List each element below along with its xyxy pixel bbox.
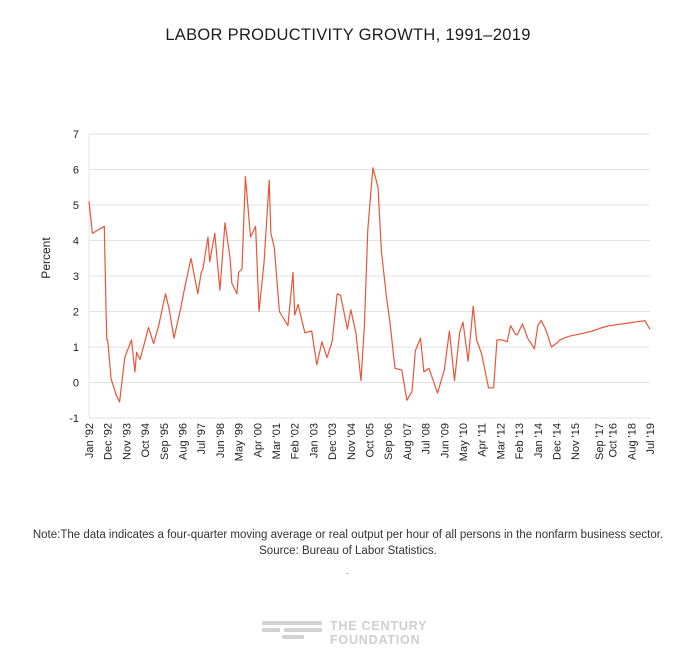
y-tick-label: 3 xyxy=(73,271,79,283)
x-tick-label: May '10 xyxy=(458,423,470,461)
y-tick-label: 7 xyxy=(73,129,79,141)
y-tick-label: 0 xyxy=(73,378,79,390)
x-tick-labels: Jan '92 Dec '92 Nov '93 Oct '94 Sep '95 Aug '… xyxy=(84,423,657,461)
x-tick-label: Nov '04 xyxy=(346,423,358,460)
y-tick-label: 5 xyxy=(73,200,79,212)
x-tick-label: Jun '09 xyxy=(439,423,451,458)
x-tick: Oct '94 xyxy=(140,423,152,458)
x-tick-label: Feb '02 xyxy=(290,423,302,459)
logo-mark xyxy=(262,621,322,645)
x-tick: Jan '14 xyxy=(533,423,545,458)
stray-dot: . xyxy=(346,566,349,576)
source-text: Source: Bureau of Labor Statistics. xyxy=(259,545,437,557)
x-tick: Sep '06 xyxy=(383,423,395,460)
x-tick-label: Jan '92 xyxy=(84,423,96,458)
x-tick: Dec '03 xyxy=(327,423,339,460)
x-tick-label: Oct '94 xyxy=(140,423,152,458)
x-tick-label: Nov '93 xyxy=(121,423,133,460)
chart-note: Note:The data indicates a four-quarter m… xyxy=(0,527,696,559)
x-tick: Oct '05 xyxy=(365,423,377,458)
x-tick: Jul '19 xyxy=(645,423,657,454)
x-tick-label: Dec '92 xyxy=(103,423,115,460)
x-tick: Feb '02 xyxy=(290,423,302,459)
x-tick: Apr '00 xyxy=(252,423,264,458)
x-tick-label: Jan '14 xyxy=(533,423,545,458)
y-axis-label: Percent xyxy=(39,237,53,279)
x-tick: Jun '98 xyxy=(215,423,227,458)
x-tick-label: Dec '03 xyxy=(327,423,339,460)
x-tick-label: Aug '96 xyxy=(178,423,190,460)
x-tick: Feb '13 xyxy=(514,423,526,459)
x-tick: Jul '08 xyxy=(421,423,433,454)
x-tick-label: May '99 xyxy=(234,423,246,461)
x-tick-label: Mar '01 xyxy=(271,423,283,459)
logo-wordmark: THE CENTURY FOUNDATION xyxy=(330,619,427,647)
x-tick: Jan '03 xyxy=(308,423,320,458)
x-tick: Mar '12 xyxy=(495,423,507,459)
x-tick-label: Jul '19 xyxy=(645,423,657,454)
y-tick-label: -1 xyxy=(69,413,79,425)
x-tick-label: Jul '08 xyxy=(421,423,433,454)
x-tick: Dec '92 xyxy=(103,423,115,460)
x-tick-label: Apr '11 xyxy=(477,423,489,457)
y-tick-label: 4 xyxy=(73,236,79,248)
x-tick: Apr '11 xyxy=(477,423,489,457)
x-tick: Aug '07 xyxy=(402,423,414,460)
logo-line-1: THE CENTURY xyxy=(330,619,428,633)
y-tick-label: 6 xyxy=(73,165,79,177)
y-tick-label: 2 xyxy=(73,307,79,319)
x-tick-label: Jun '98 xyxy=(215,423,227,458)
x-tick-label: Jul '97 xyxy=(196,423,208,454)
x-tick-label: Nov '15 xyxy=(570,423,582,460)
x-tick-label: Sep '17 xyxy=(594,423,606,460)
x-tick: Mar '01 xyxy=(271,423,283,459)
x-tick: Dec '14 xyxy=(552,423,564,460)
y-tick-label: 1 xyxy=(73,342,79,354)
x-tick: Oct '16 xyxy=(608,423,620,458)
x-tick-label: Aug '18 xyxy=(626,423,638,460)
series-group xyxy=(88,167,651,403)
x-tick: May '99 xyxy=(234,423,246,461)
x-tick-label: Sep '95 xyxy=(159,423,171,460)
x-tick-label: Jan '03 xyxy=(308,423,320,458)
x-tick-label: Aug '07 xyxy=(402,423,414,460)
x-tick: Sep '17 xyxy=(594,423,606,460)
x-tick-label: Feb '13 xyxy=(514,423,526,459)
x-tick-label: Mar '12 xyxy=(495,423,507,459)
grid-lines xyxy=(88,133,650,419)
x-tick: Nov '93 xyxy=(121,423,133,460)
x-tick: Jan '92 xyxy=(84,423,96,458)
x-tick: Nov '15 xyxy=(570,423,582,460)
x-tick-label: Oct '16 xyxy=(608,423,620,458)
x-tick: Jul '97 xyxy=(196,423,208,454)
series-line-0 xyxy=(88,167,651,403)
century-foundation-logo: THE CENTURY FOUNDATION xyxy=(262,619,442,649)
line-chart: 7 6 5 4 3 2 1 0 -1 Jan '92 Dec '92 Nov '93 Oct '94 S… xyxy=(39,129,657,461)
logo-line-2: FOUNDATION xyxy=(330,633,421,647)
x-tick: Nov '04 xyxy=(346,423,358,460)
x-tick: May '10 xyxy=(458,423,470,461)
x-tick-label: Oct '05 xyxy=(365,423,377,458)
x-tick-label: Dec '14 xyxy=(552,423,564,460)
x-tick: Aug '96 xyxy=(178,423,190,460)
y-tick-labels: 7 6 5 4 3 2 1 0 -1 xyxy=(69,129,79,425)
x-tick-label: Apr '00 xyxy=(252,423,264,458)
x-tick-label: Sep '06 xyxy=(383,423,395,460)
x-tick: Aug '18 xyxy=(626,423,638,460)
note-text: Note:The data indicates a four-quarter m… xyxy=(32,529,664,541)
x-tick: Jun '09 xyxy=(439,423,451,458)
chart-title: LABOR PRODUCTIVITY GROWTH, 1991–2019 xyxy=(165,26,531,44)
x-tick: Sep '95 xyxy=(159,423,171,460)
